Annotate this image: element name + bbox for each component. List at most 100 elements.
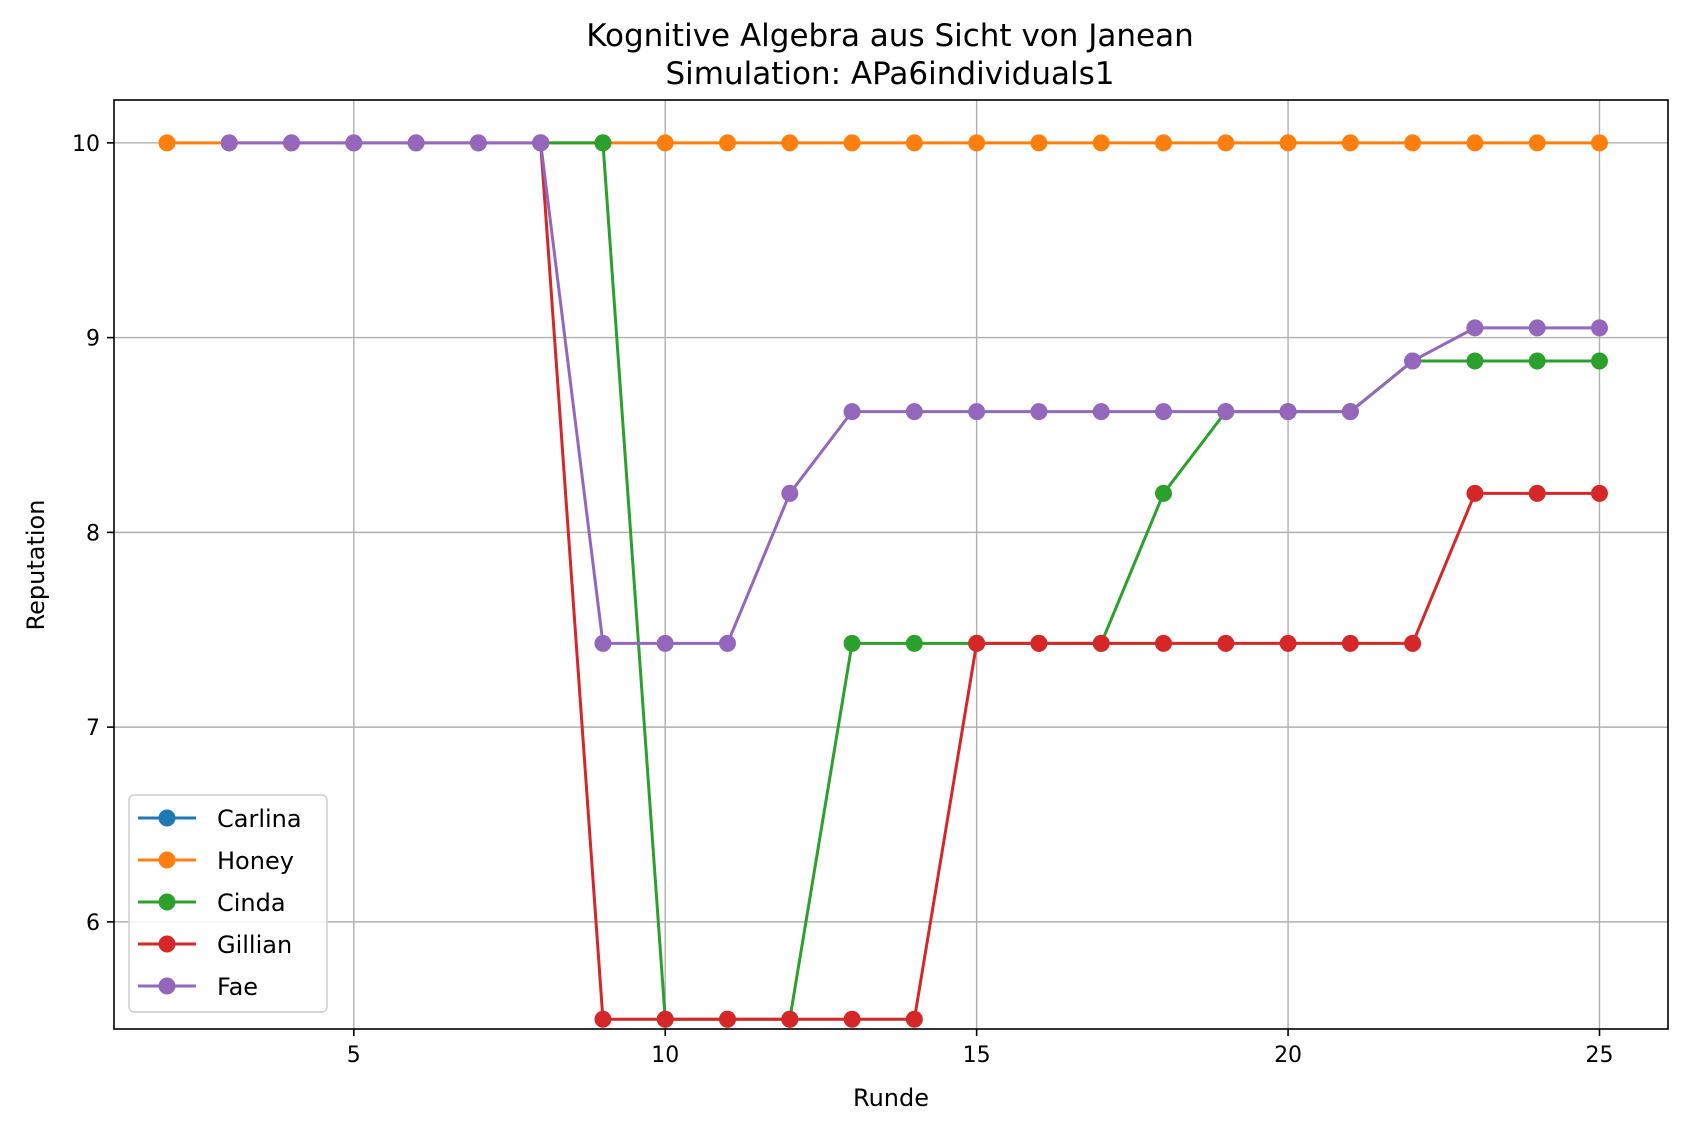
legend-box <box>128 794 328 1013</box>
data-point <box>1217 634 1235 652</box>
data-point <box>968 134 986 152</box>
y-tick-label: 6 <box>86 911 100 936</box>
legend-marker <box>158 893 176 911</box>
legend-marker <box>158 935 176 953</box>
data-point <box>1528 319 1546 337</box>
series-line <box>539 142 1600 1021</box>
data-point <box>1590 319 1608 337</box>
data-point <box>905 134 923 152</box>
data-point <box>1528 134 1546 152</box>
chart-subtitle: Simulation: APa6individuals1 <box>666 56 1115 92</box>
data-point <box>1590 134 1608 152</box>
data-point <box>1341 634 1359 652</box>
legend-entry-carlina: Carlina <box>138 805 302 833</box>
data-point <box>407 134 425 152</box>
data-point <box>594 134 612 152</box>
data-point <box>1030 134 1048 152</box>
data-point <box>843 1010 861 1028</box>
data-point <box>1466 134 1484 152</box>
data-point <box>843 134 861 152</box>
data-point <box>1590 352 1608 370</box>
data-point <box>158 134 176 152</box>
grid <box>114 100 1668 1029</box>
data-point <box>843 403 861 421</box>
data-point <box>1154 403 1172 421</box>
axis-ticks: 5 10 15 20 25 6 7 8 9 10 <box>72 132 1613 1068</box>
data-point <box>905 403 923 421</box>
legend-label: Honey <box>217 847 294 875</box>
legend-entry-honey: Honey <box>138 847 294 875</box>
chart-title: Kognitive Algebra aus Sicht von Janean <box>586 18 1194 54</box>
legend-marker <box>158 851 176 869</box>
x-tick-label: 15 <box>963 1043 991 1068</box>
data-point <box>1092 634 1110 652</box>
y-tick-label: 8 <box>86 521 100 546</box>
legend-entry-fae: Fae <box>138 973 258 1001</box>
data-point <box>781 484 799 502</box>
data-point <box>781 1010 799 1028</box>
data-point <box>1528 352 1546 370</box>
data-point <box>1154 634 1172 652</box>
data-point <box>781 134 799 152</box>
legend-entry-cinda: Cinda <box>138 889 286 917</box>
data-point <box>1217 134 1235 152</box>
data-point <box>1341 134 1359 152</box>
data-point <box>532 134 550 152</box>
data-point <box>345 134 363 152</box>
data-point <box>1404 352 1422 370</box>
y-tick-label: 10 <box>72 132 100 157</box>
y-tick-label: 7 <box>86 716 100 741</box>
data-point <box>1030 403 1048 421</box>
data-point <box>1404 134 1422 152</box>
data-point <box>1030 634 1048 652</box>
data-point <box>1217 403 1235 421</box>
data-point <box>719 134 737 152</box>
data-point <box>1279 134 1297 152</box>
data-point <box>1466 484 1484 502</box>
data-point <box>1466 352 1484 370</box>
data-point <box>719 1010 737 1028</box>
legend-entry-gillian: Gillian <box>138 931 292 959</box>
x-tick-label: 20 <box>1274 1043 1302 1068</box>
series-line <box>540 141 1600 1021</box>
legend-label: Gillian <box>217 931 292 959</box>
series-line <box>229 141 1600 645</box>
data-point <box>905 634 923 652</box>
data-point <box>1092 134 1110 152</box>
legend-label: Carlina <box>217 805 302 833</box>
legend-label: Fae <box>217 973 258 1001</box>
data-point <box>1279 634 1297 652</box>
series-lines <box>158 134 1608 1028</box>
series-cinda <box>532 134 1608 1028</box>
data-point <box>469 134 487 152</box>
x-tick-label: 10 <box>651 1043 679 1068</box>
data-point <box>968 634 986 652</box>
data-point <box>1466 319 1484 337</box>
y-axis-label: Reputation <box>22 500 50 631</box>
x-tick-label: 25 <box>1585 1043 1613 1068</box>
legend: Carlina Honey Cinda Gillian Fae <box>128 794 328 1013</box>
series-fae <box>220 134 1608 652</box>
data-point <box>1528 484 1546 502</box>
x-axis-label: Runde <box>853 1084 929 1112</box>
data-point <box>719 634 737 652</box>
data-point <box>843 634 861 652</box>
legend-marker <box>158 977 176 995</box>
data-point <box>1404 634 1422 652</box>
data-point <box>220 134 238 152</box>
legend-marker <box>158 809 176 827</box>
data-point <box>1154 134 1172 152</box>
series-gillian <box>532 134 1608 1028</box>
data-point <box>656 134 674 152</box>
legend-label: Cinda <box>217 889 286 917</box>
data-point <box>656 634 674 652</box>
data-point <box>1590 484 1608 502</box>
y-tick-label: 9 <box>86 327 100 352</box>
data-point <box>283 134 301 152</box>
x-tick-label: 5 <box>347 1043 361 1068</box>
data-point <box>905 1010 923 1028</box>
data-point <box>1092 403 1110 421</box>
data-point <box>656 1010 674 1028</box>
data-point <box>1279 403 1297 421</box>
